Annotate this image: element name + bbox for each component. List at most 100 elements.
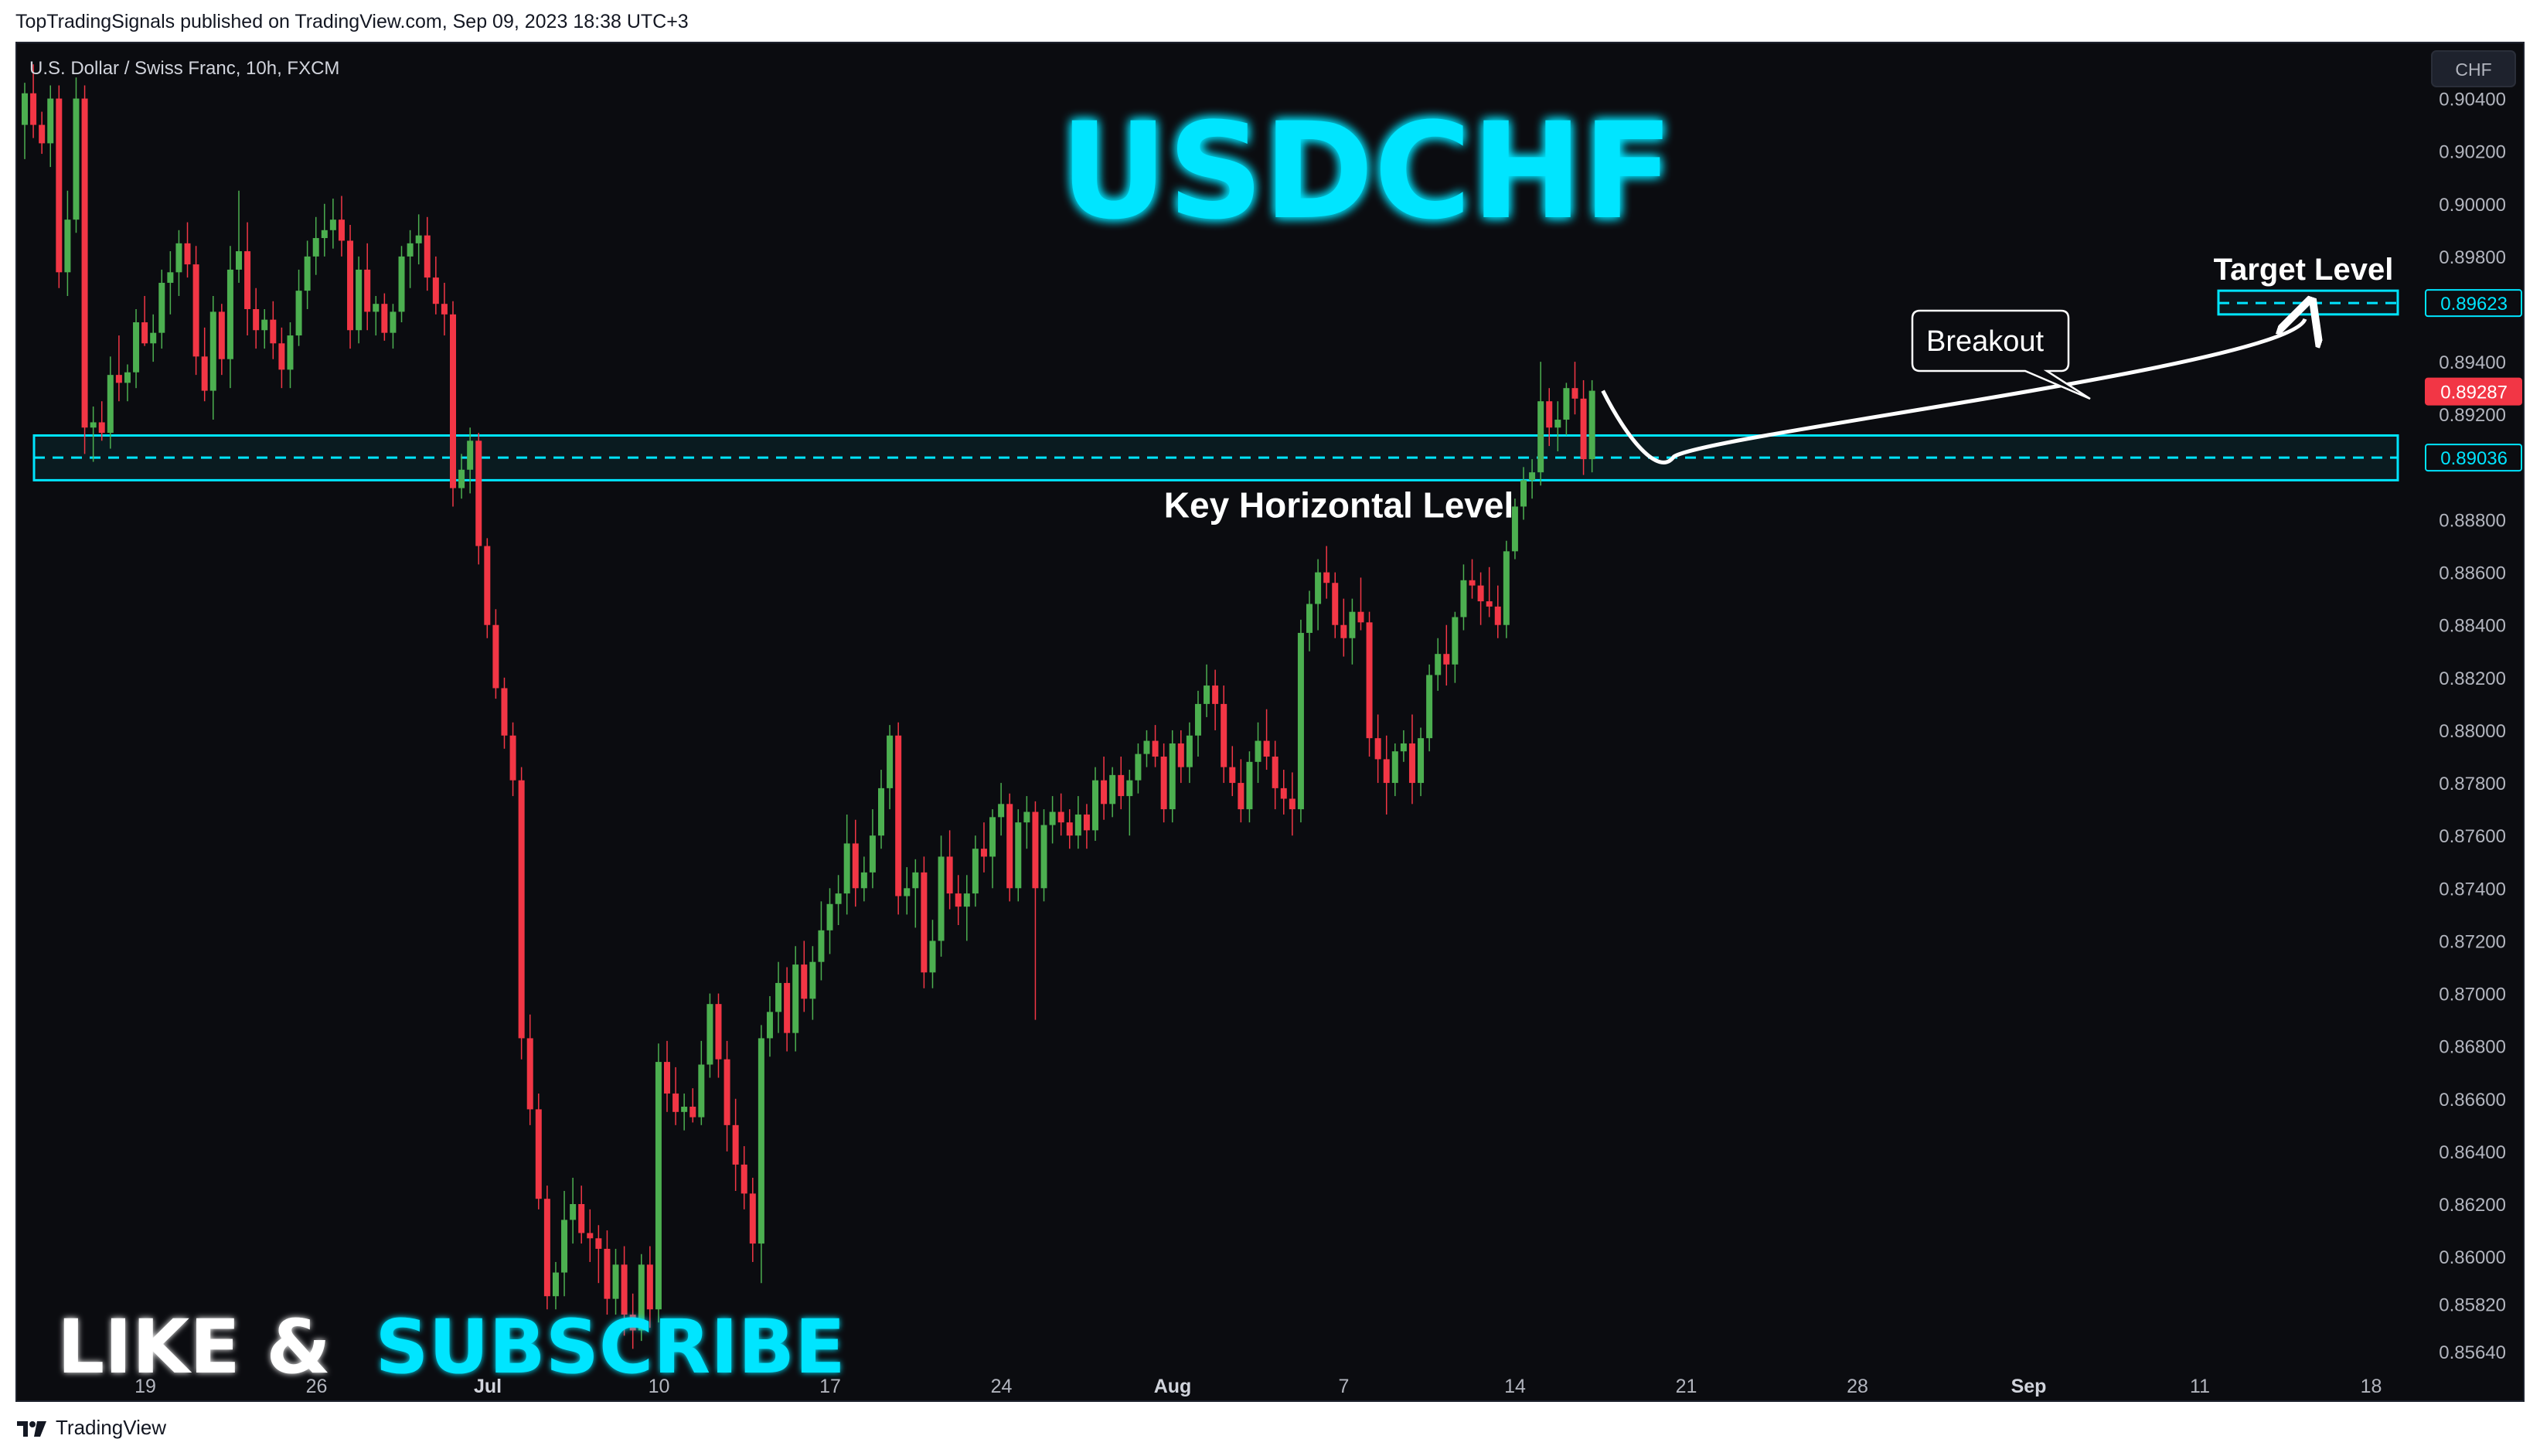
candle-body: [150, 332, 157, 344]
time-tick-label: 17: [819, 1376, 841, 1397]
candle: [1580, 379, 1587, 475]
candle-body: [912, 872, 919, 889]
candle: [450, 301, 456, 507]
candle: [1297, 619, 1304, 823]
candle: [707, 993, 713, 1078]
currency-button[interactable]: CHF: [2431, 50, 2516, 87]
like-subscribe-cta: LIKE & SUBSCRIBE: [57, 1304, 846, 1390]
candlestick-chart[interactable]: Breakout Key Horizontal Level Target Lev…: [17, 43, 2523, 1400]
candle-body: [1486, 601, 1493, 607]
candle: [826, 888, 833, 954]
candle-body: [604, 1248, 611, 1299]
candle: [655, 1043, 662, 1323]
chart-container[interactable]: Breakout Key Horizontal Level Target Lev…: [15, 42, 2525, 1402]
candle-body: [1408, 743, 1415, 784]
time-tick-label: 19: [134, 1376, 156, 1397]
candle-body: [1177, 743, 1184, 767]
time-tick-label: 7: [1339, 1376, 1350, 1397]
candle: [518, 767, 525, 1060]
candle-body: [792, 964, 799, 1033]
price-tick-label: 0.87000: [2439, 985, 2506, 1005]
candle-body: [47, 98, 54, 144]
candle-body: [1238, 783, 1244, 810]
candle: [1443, 624, 1450, 686]
candle-body: [1546, 401, 1553, 428]
candle-body: [398, 256, 405, 312]
candle: [878, 770, 884, 849]
candle: [1221, 685, 1227, 784]
candle-body: [475, 441, 482, 546]
candle: [946, 830, 953, 910]
candle: [115, 335, 122, 402]
price-tick-label: 0.90000: [2439, 195, 2506, 216]
candle: [373, 295, 380, 336]
time-tick-label: Sep: [2011, 1376, 2047, 1397]
candle-body: [1186, 735, 1193, 767]
candle-body: [1212, 685, 1219, 704]
candle: [595, 1225, 602, 1284]
chart-title: USDCHF: [1060, 94, 1673, 249]
candle: [1143, 730, 1150, 767]
candle: [56, 85, 63, 288]
candle: [578, 1186, 585, 1244]
candle-body: [1006, 804, 1013, 889]
candle: [792, 946, 799, 1052]
price-tick-label: 0.87800: [2439, 774, 2506, 794]
candle: [1357, 577, 1364, 631]
candle-body: [1477, 585, 1484, 602]
candle: [381, 293, 388, 341]
candle: [1194, 690, 1201, 757]
candle: [1306, 590, 1313, 651]
candle-body: [1357, 611, 1364, 623]
candle-body: [270, 319, 277, 344]
candle: [1374, 714, 1381, 784]
candle: [801, 941, 808, 1012]
candle-body: [1494, 606, 1501, 625]
candle: [98, 401, 105, 441]
price-tick-label: 0.86800: [2439, 1037, 2506, 1058]
candle: [278, 327, 285, 389]
candle-body: [518, 780, 525, 1039]
candle-body: [1366, 622, 1373, 739]
candle-body: [253, 309, 260, 331]
candle: [1477, 572, 1484, 625]
candle: [809, 946, 816, 1020]
candle: [236, 190, 242, 283]
price-axis[interactable]: 0.90400 0.90200 0.90000 0.89800 0.89400 0.892…: [2439, 90, 2506, 1363]
candle: [64, 190, 71, 296]
candle-body: [1194, 703, 1201, 736]
candle-body: [818, 930, 825, 962]
candle-body: [1221, 703, 1227, 767]
candle-body: [1032, 811, 1039, 889]
target-level-label: Target Level: [2214, 253, 2394, 287]
candle: [1520, 467, 1527, 520]
candle-body: [407, 243, 414, 257]
candle: [1126, 770, 1133, 836]
cta-subscribe: SUBSCRIBE: [375, 1304, 845, 1390]
candle: [124, 364, 131, 402]
candle-body: [1109, 774, 1116, 805]
candle-body: [218, 311, 225, 359]
candle-body: [1023, 811, 1030, 823]
candle: [612, 1248, 619, 1315]
candle-body: [1040, 825, 1047, 889]
candle: [1340, 598, 1347, 657]
candle-body: [766, 1012, 773, 1039]
key-level-label: Key Horizontal Level: [1164, 485, 1513, 525]
candle-body: [501, 688, 508, 736]
candle-body: [167, 272, 174, 283]
candle: [356, 256, 363, 344]
candle-body: [184, 243, 191, 265]
candle: [921, 856, 928, 988]
candle: [741, 1146, 747, 1209]
time-axis[interactable]: 19 26 Jul 10 17 24 Aug 7 14 21 28 Sep 11 18: [134, 1376, 2382, 1397]
candle: [253, 287, 260, 349]
candle: [270, 301, 277, 359]
symbol-legend[interactable]: U.S. Dollar / Swiss Franc, 10h, FXCM: [29, 58, 339, 79]
candle: [1408, 714, 1415, 805]
candle: [621, 1246, 628, 1336]
candle: [458, 454, 465, 499]
tradingview-logo[interactable]: TradingView: [15, 1416, 166, 1440]
candle-body: [1255, 740, 1261, 762]
price-tick-label: 0.88200: [2439, 668, 2506, 689]
